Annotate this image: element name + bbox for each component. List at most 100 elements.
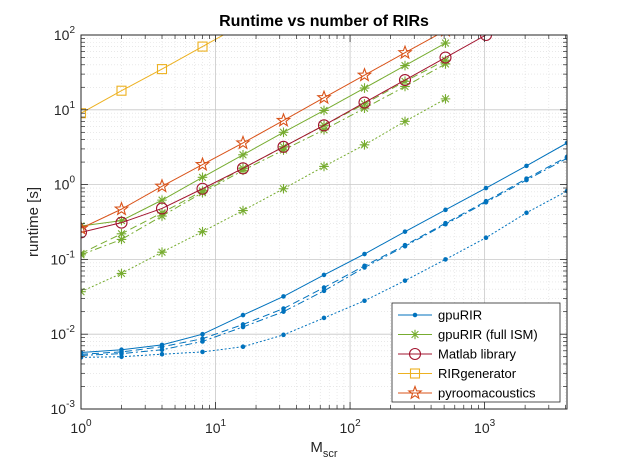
data-point-asterisk — [400, 76, 410, 87]
series-variant — [81, 94, 451, 297]
data-point-square — [81, 108, 87, 119]
data-point-circle — [196, 182, 209, 195]
data-point-asterisk — [400, 116, 410, 127]
series-line — [81, 42, 446, 227]
y-tick-label-base: 10 — [51, 326, 67, 342]
data-point-asterisk — [278, 127, 289, 138]
data-point-asterisk — [197, 187, 208, 198]
data-point-square — [197, 41, 208, 52]
y-tick-label: 102 — [54, 25, 76, 43]
data-point-star — [81, 220, 89, 235]
data-point-dot — [281, 309, 286, 314]
legend-entry: Matlab library — [398, 347, 517, 362]
data-point-dot — [524, 177, 529, 183]
data-point-star — [275, 112, 292, 128]
data-point-asterisk — [157, 247, 167, 257]
data-point-circle — [317, 119, 331, 132]
y-tick-label-base: 10 — [54, 177, 70, 193]
tick-layer — [80, 34, 567, 410]
data-point-asterisk — [157, 195, 167, 205]
data-point-dot — [119, 354, 124, 360]
y-tick-label: 10-2 — [51, 324, 76, 342]
y-tick-label-base: 10 — [51, 401, 67, 417]
data-point-dot — [240, 312, 246, 318]
series-line — [81, 35, 225, 114]
legend-entry: gpuRIR — [398, 308, 482, 323]
data-point-circle — [479, 35, 493, 42]
legend-label: gpuRIR — [438, 308, 482, 323]
plot-frame — [80, 34, 568, 410]
x-tick-label-base: 10 — [340, 420, 356, 436]
data-point-asterisk — [116, 215, 127, 226]
y-tick-label-exponent: -1 — [66, 249, 75, 260]
data-point-star — [235, 134, 251, 150]
data-point-dot — [159, 347, 165, 353]
data-point-circle — [81, 226, 88, 239]
x-tick-label-base: 10 — [205, 420, 221, 436]
data-point-asterisk — [116, 268, 127, 279]
x-tick-label-exponent: 2 — [355, 418, 361, 429]
data-point-asterisk — [440, 38, 451, 48]
x-tick-label-exponent: 1 — [221, 418, 227, 429]
data-point-circle — [155, 202, 169, 215]
data-point-asterisk — [440, 94, 451, 104]
data-point-dot — [402, 243, 408, 249]
data-point-asterisk — [238, 205, 248, 216]
x-tick-label-base: 10 — [474, 420, 490, 436]
data-point-asterisk — [197, 226, 208, 237]
y-tick-label-exponent: -2 — [66, 324, 75, 335]
data-point-dot — [240, 324, 246, 330]
data-point-circle — [277, 140, 290, 153]
data-point-asterisk — [278, 183, 289, 194]
y-tick-label: 10-3 — [51, 399, 76, 417]
data-point-star — [407, 384, 423, 400]
data-point-asterisk — [400, 60, 410, 71]
x-axis-label: Mscr — [310, 439, 338, 460]
data-point-asterisk — [319, 125, 329, 135]
data-point-asterisk — [359, 83, 370, 93]
data-point-asterisk — [410, 329, 420, 340]
legend: gpuRIR gpuRIR (full ISM) Matlab library RIR… — [391, 302, 561, 403]
x-tick-label-exponent: 0 — [86, 418, 92, 429]
x-axis-label-subscript: scr — [323, 448, 338, 460]
y-tick-label: 100 — [54, 175, 76, 193]
y-tick-label-exponent: 2 — [69, 25, 75, 36]
y-tick-label-exponent: 1 — [69, 100, 75, 111]
data-point-square — [409, 368, 421, 379]
series-line — [81, 63, 446, 256]
data-point-circle — [236, 162, 250, 175]
data-point-dot — [362, 265, 367, 270]
data-point-asterisk — [440, 59, 451, 69]
series-line — [81, 35, 439, 229]
data-point-dot — [362, 251, 367, 257]
data-point-dot — [281, 332, 286, 338]
data-point-dot — [281, 294, 286, 299]
data-point-dot — [443, 257, 448, 262]
y-tick-label: 10-1 — [51, 249, 76, 267]
series-variant — [81, 188, 567, 360]
data-point-asterisk — [238, 165, 248, 176]
data-point-dot — [159, 351, 165, 357]
data-point-star — [356, 67, 373, 82]
series-line — [81, 98, 446, 293]
data-point-star — [154, 178, 170, 193]
data-point-dot — [321, 315, 327, 321]
data-point-asterisk — [116, 234, 127, 245]
x-tick-label-base: 10 — [70, 420, 86, 436]
data-point-dot — [362, 298, 367, 304]
x-tick-label: 101 — [205, 418, 227, 436]
data-point-circle — [439, 51, 452, 64]
legend-entry: RIRgenerator — [398, 366, 517, 381]
data-point-asterisk — [319, 161, 329, 172]
data-point-asterisk — [278, 145, 289, 155]
x-axis-label-main: M — [310, 439, 323, 456]
chart-title: Runtime vs number of RIRs — [219, 13, 429, 30]
data-point-dot — [483, 185, 489, 191]
x-tick-label: 103 — [474, 418, 496, 436]
series-rirgenerator — [81, 35, 225, 119]
data-point-circle — [398, 73, 412, 87]
y-tick-label-base: 10 — [51, 251, 67, 267]
x-tick-label-exponent: 3 — [490, 418, 496, 429]
